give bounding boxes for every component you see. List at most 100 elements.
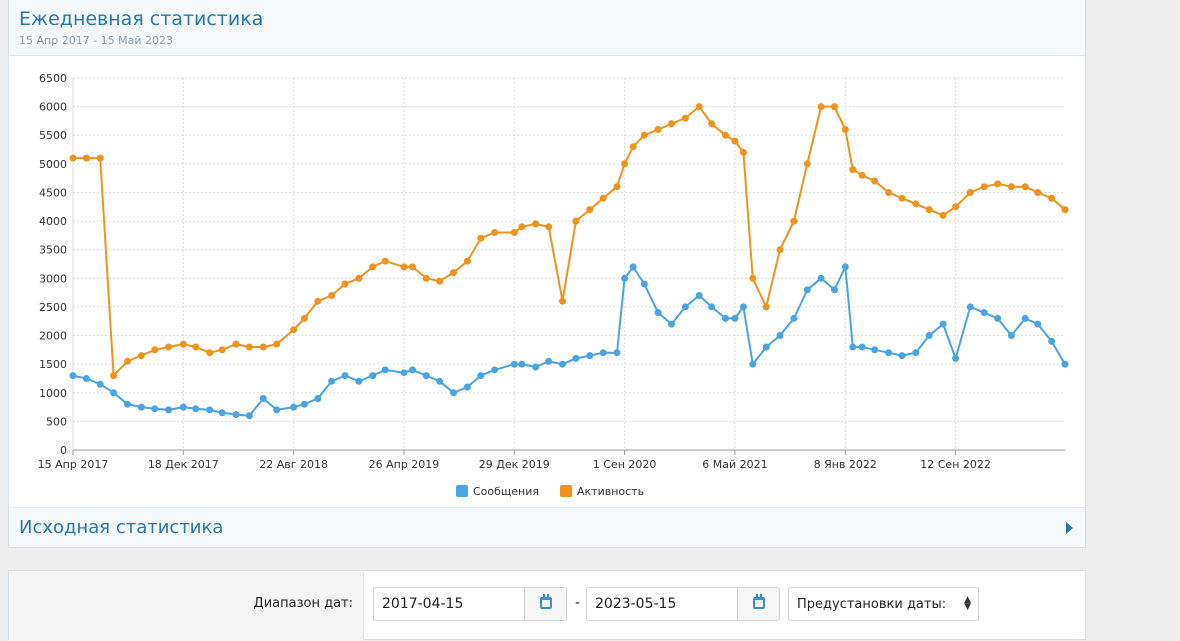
y-tick-label: 500 <box>46 415 67 428</box>
data-point <box>206 406 214 414</box>
select-arrows-icon[interactable]: ▲ ▼ <box>964 595 971 612</box>
start-date-value[interactable]: 2017-04-15 <box>382 596 464 612</box>
data-point <box>290 403 298 411</box>
data-point <box>640 131 648 139</box>
start-date-calendar-button[interactable] <box>524 588 566 620</box>
data-point <box>749 274 757 282</box>
data-point <box>695 292 703 299</box>
data-point <box>245 412 253 420</box>
end-date-value[interactable]: 2023-05-15 <box>595 596 677 612</box>
data-point <box>966 303 974 311</box>
data-point <box>422 372 430 380</box>
data-point <box>841 126 849 133</box>
data-point <box>110 389 118 397</box>
calendar-icon[interactable] <box>540 594 552 609</box>
x-tick-label: 8 Янв 2022 <box>814 458 877 471</box>
data-point <box>980 309 988 317</box>
end-date-calendar-button[interactable] <box>737 588 779 620</box>
data-point <box>980 183 988 191</box>
data-point <box>803 286 811 294</box>
x-tick-label: 12 Сен 2022 <box>920 458 991 471</box>
data-point <box>532 220 540 228</box>
data-point <box>613 183 621 191</box>
data-point <box>1034 189 1042 196</box>
data-point <box>300 400 308 408</box>
series-line <box>72 265 1066 417</box>
data-point <box>925 332 933 339</box>
data-point <box>82 375 90 382</box>
data-point <box>381 366 389 374</box>
data-point <box>273 406 281 414</box>
date-range-label: Диапазон дат: <box>253 596 353 611</box>
data-point <box>1061 360 1069 368</box>
form-label-column: Диапазон дат: <box>9 571 364 641</box>
data-point <box>355 274 363 282</box>
data-point <box>668 320 675 328</box>
data-point <box>695 103 703 111</box>
data-point <box>436 377 444 385</box>
data-point <box>218 346 226 354</box>
data-point <box>463 257 471 265</box>
data-point <box>450 389 457 397</box>
data-point <box>290 326 298 334</box>
legend-swatch[interactable] <box>560 485 572 497</box>
y-tick-label: 5000 <box>39 158 67 171</box>
data-point <box>1061 206 1069 214</box>
data-point <box>477 372 485 380</box>
data-point <box>232 340 240 348</box>
data-point <box>994 180 1002 188</box>
data-point <box>510 360 518 368</box>
data-point <box>858 343 866 351</box>
end-date-input[interactable]: 2023-05-15 <box>586 587 780 621</box>
y-tick-label: 4000 <box>39 215 67 228</box>
date-presets-select[interactable]: Предустановки даты: ▲ ▼ <box>788 587 979 621</box>
x-tick-label: 18 Дек 2017 <box>148 458 219 471</box>
data-point <box>422 274 430 282</box>
y-tick-label: 6500 <box>39 72 67 85</box>
data-point <box>314 297 322 305</box>
x-tick-label: 1 Сен 2020 <box>593 458 657 471</box>
data-point <box>572 217 580 225</box>
data-point <box>124 400 131 408</box>
data-point <box>463 383 471 391</box>
data-point <box>803 160 811 168</box>
legend-swatch[interactable] <box>456 485 468 497</box>
data-point <box>939 320 947 328</box>
date-presets-value[interactable]: Предустановки даты: <box>797 597 947 612</box>
data-point <box>739 303 747 311</box>
y-tick-label: 5500 <box>39 129 67 142</box>
series-1 <box>69 263 1069 420</box>
data-point <box>545 357 553 365</box>
data-point <box>831 103 838 111</box>
data-point <box>572 354 580 362</box>
start-date-input[interactable]: 2017-04-15 <box>373 587 567 621</box>
data-point <box>400 263 408 271</box>
calendar-icon[interactable] <box>753 594 765 609</box>
daily-stats-panel: Ежедневная статистика 15 Апр 2017 - 15 М… <box>8 0 1086 548</box>
data-point <box>731 137 739 145</box>
y-tick-label: 2000 <box>39 330 67 343</box>
panel-header: Ежедневная статистика 15 Апр 2017 - 15 М… <box>9 0 1085 56</box>
data-point <box>232 411 240 418</box>
y-tick-label: 3000 <box>39 272 67 285</box>
data-point <box>328 292 336 299</box>
data-point <box>355 377 363 385</box>
data-point <box>952 354 960 362</box>
data-point <box>629 143 637 151</box>
legend-label[interactable]: Сообщения <box>473 485 539 498</box>
x-tick-label: 26 Апр 2019 <box>369 458 440 471</box>
data-point <box>994 314 1002 322</box>
data-point <box>69 372 77 380</box>
data-point <box>952 203 960 211</box>
raw-stats-toggle[interactable]: Исходная статистика <box>9 507 1085 547</box>
chevron-right-icon[interactable] <box>1066 522 1073 534</box>
data-point <box>179 340 187 348</box>
x-tick-label: 29 Дек 2019 <box>479 458 550 471</box>
data-point <box>1007 183 1015 191</box>
data-point <box>69 154 77 162</box>
data-point <box>300 314 308 322</box>
y-tick-label: 6000 <box>39 101 67 114</box>
data-point <box>491 366 499 374</box>
data-point <box>912 349 920 357</box>
legend-label[interactable]: Активность <box>577 485 644 498</box>
